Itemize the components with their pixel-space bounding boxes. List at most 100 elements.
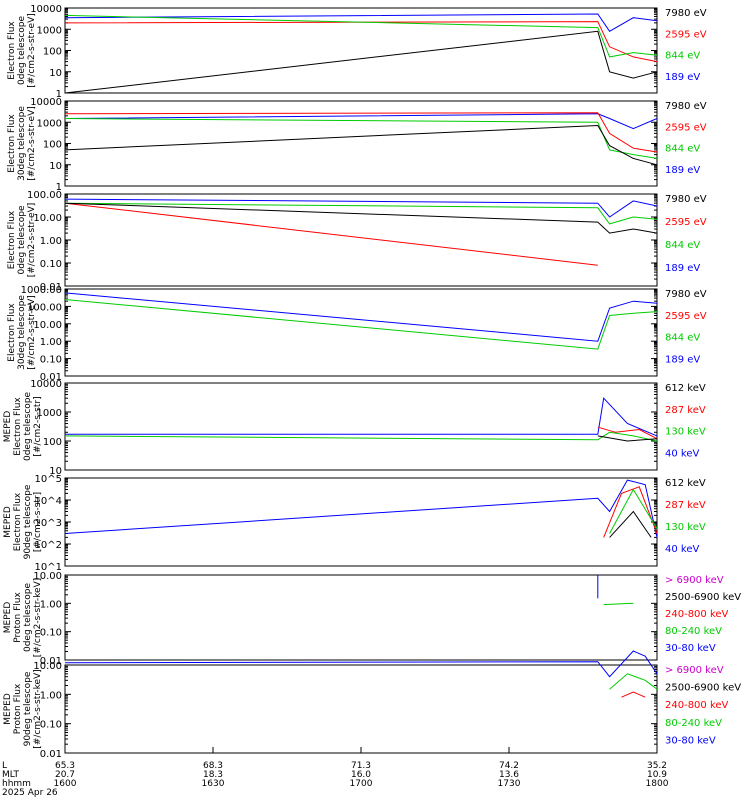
- y-tick-label: 100.00: [27, 190, 62, 201]
- y-axis-label: Proton Flux: [13, 592, 23, 643]
- y-axis-label: [#/cm2-s-str-eV]: [27, 13, 37, 88]
- panel-7: 10.00 1.00 0.10 0.01 MEPED Proton Flux 0deg te…: [3, 571, 741, 667]
- y-axis-label: MEPED: [3, 602, 13, 634]
- x-row-value: 1730: [498, 779, 521, 789]
- legend-entry: 2500-6900 keV: [665, 592, 741, 603]
- series-line: [64, 650, 658, 678]
- series-line: [64, 118, 658, 159]
- y-axis-label: [#/cm2-s-str]: [33, 492, 43, 552]
- y-tick-label: 0.10: [40, 259, 62, 270]
- y-tick-label: 10: [49, 161, 62, 172]
- plot-frame: [64, 7, 658, 94]
- plot-frame: [64, 382, 658, 471]
- legend-entry: 40 keV: [665, 448, 699, 459]
- x-row-value: 1600: [54, 779, 77, 789]
- y-axis-label: Electron Flux: [7, 21, 17, 80]
- series-line: [64, 14, 658, 58]
- series-line: [597, 435, 658, 442]
- y-axis-label: 90deg telescope: [23, 671, 33, 746]
- y-axis-label: 30deg telescope: [17, 295, 27, 370]
- legend-entry: 2595 eV: [665, 29, 707, 40]
- series-line: [64, 113, 658, 130]
- legend-entry: 7980 eV: [665, 289, 707, 300]
- legend-entry: 40 keV: [665, 544, 699, 555]
- panel-4: 1000.00 100.00 10.00 1.00 0.10 0.01 Electron F…: [7, 285, 707, 383]
- series-line: [65, 397, 658, 437]
- series-line: [609, 488, 658, 534]
- x-row-value: 18.3: [203, 770, 223, 780]
- series-line: [64, 202, 658, 234]
- panel-1: 10000 1000 100 10 1 Electron Flux 0deg telesco…: [7, 4, 707, 100]
- y-tick-label: 10000: [30, 97, 62, 108]
- y-tick-label: 0.10: [40, 355, 62, 366]
- series-line: [64, 198, 658, 218]
- series-line: [621, 691, 646, 698]
- x-row-value: 65.3: [55, 761, 75, 771]
- y-axis-label: Electron Flux: [7, 210, 17, 269]
- y-tick-label: 10: [49, 466, 62, 477]
- x-row-label: L: [2, 761, 7, 771]
- series-line: [64, 299, 658, 350]
- series-line: [64, 112, 658, 153]
- plot-frame: [64, 288, 658, 377]
- y-axis-label: [#/cm2-s-str-eV]: [27, 295, 37, 370]
- legend-entry: 7980 eV: [665, 194, 707, 205]
- x-row-value: 74.2: [499, 761, 519, 771]
- legend-entry: 844 eV: [665, 240, 700, 251]
- legend-entry: 287 keV: [665, 405, 706, 416]
- legend-entry: > 6900 keV: [665, 665, 724, 676]
- legend-entry: 80-240 keV: [665, 718, 722, 729]
- y-axis-label: MEPED: [3, 693, 13, 725]
- panel-8: 10.00 1.00 0.10 0.01 MEPED Proton Flux 90deg t…: [3, 650, 741, 760]
- x-row-value: 16.0: [351, 770, 371, 780]
- y-tick-label: 0.01: [40, 372, 62, 383]
- y-tick-label: 1000.00: [21, 285, 62, 296]
- legend-entry: 189 eV: [665, 72, 700, 83]
- y-tick-label: 100: [43, 140, 62, 151]
- y-tick-label: 10^1: [35, 562, 62, 573]
- y-tick-label: 1.00: [40, 690, 62, 701]
- y-tick-label: 10.00: [33, 213, 62, 224]
- legend-entry: 189 eV: [665, 354, 700, 365]
- series-line: [64, 202, 598, 266]
- legend-entry: 189 eV: [665, 263, 700, 274]
- series-line: [64, 30, 658, 94]
- legend-entry: 287 keV: [665, 500, 706, 511]
- plot-frame: [64, 477, 658, 567]
- y-axis-label: MEPED: [3, 411, 13, 443]
- x-axis-table: L 65.3 68.3 71.3 74.2 35.2 MLT 20.7 18.3 16.0 13.6…: [2, 747, 669, 798]
- legend-entry: 240-800 keV: [665, 700, 729, 711]
- legend-entry: 7980 eV: [665, 101, 707, 112]
- x-row-label: hhmm: [2, 779, 31, 789]
- y-tick-label: 10.00: [33, 661, 62, 672]
- legend-entry: 7980 eV: [665, 8, 707, 19]
- y-tick-label: 10: [49, 68, 62, 79]
- x-row-value: 20.7: [55, 770, 75, 780]
- legend-entry: 612 keV: [665, 478, 706, 489]
- y-tick-label: 100: [43, 47, 62, 58]
- legend-entry: 30-80 keV: [665, 735, 716, 746]
- x-row-value: 35.2: [647, 761, 667, 771]
- legend-entry: 189 eV: [665, 165, 700, 176]
- series-line: [64, 479, 658, 538]
- y-tick-label: 1.00: [40, 236, 62, 247]
- series-line: [64, 202, 658, 225]
- y-tick-label: 1000: [37, 25, 62, 36]
- plot-frame: [64, 664, 658, 754]
- legend-entry: 130 keV: [665, 522, 706, 533]
- legend-entry: 844 eV: [665, 333, 700, 344]
- y-axis-label: [#/cm2-s-str]: [33, 396, 43, 456]
- y-axis-label: [#/cm2-s-str-eV]: [27, 203, 37, 278]
- series-line: [603, 602, 634, 606]
- y-tick-label: 10000: [30, 379, 62, 390]
- x-row-value: 68.3: [203, 761, 223, 771]
- y-tick-label: 0.01: [40, 656, 62, 667]
- y-axis-label: Electron Flux: [7, 114, 17, 173]
- plot-frame: [64, 574, 658, 661]
- series-line: [64, 21, 658, 63]
- y-tick-label: 1: [56, 89, 62, 100]
- y-tick-label: 0.01: [40, 282, 62, 293]
- y-axis-label: 30deg telescope: [17, 106, 27, 181]
